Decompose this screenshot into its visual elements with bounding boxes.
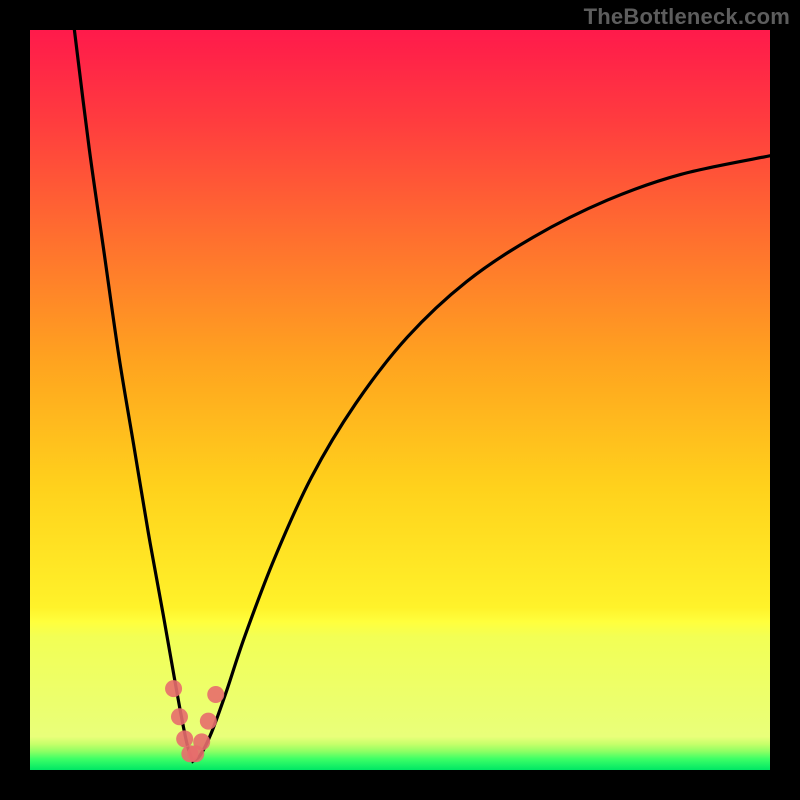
figure-root: TheBottleneck.com: [0, 0, 800, 800]
marker-dot: [176, 730, 193, 747]
chart-svg: [0, 0, 800, 800]
marker-dot: [207, 686, 224, 703]
watermark-text: TheBottleneck.com: [584, 4, 790, 30]
marker-dot: [200, 713, 217, 730]
marker-dot: [165, 680, 182, 697]
plot-gradient: [30, 30, 770, 770]
marker-dot: [171, 708, 188, 725]
marker-dot: [193, 733, 210, 750]
